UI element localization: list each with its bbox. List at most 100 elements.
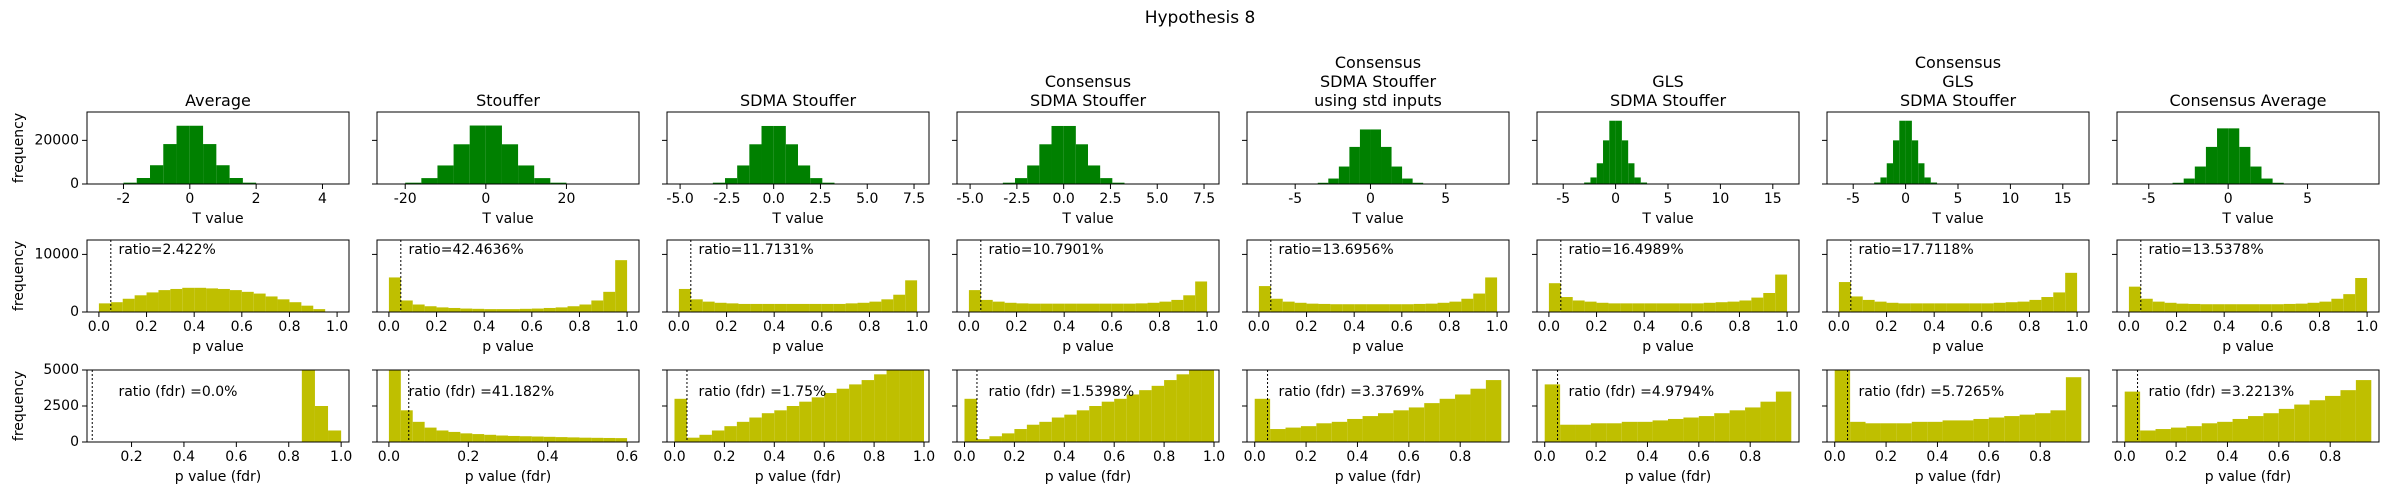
histogram-bar: [265, 296, 278, 312]
histogram-bar: [2232, 418, 2248, 442]
histogram-bar: [845, 303, 858, 312]
histogram-bar: [400, 300, 413, 312]
histogram-bar: [1366, 304, 1378, 312]
histogram-bar: [980, 299, 993, 312]
histogram-bar: [603, 437, 616, 442]
histogram-bar: [2172, 182, 2184, 184]
histogram-bar: [1318, 303, 1331, 312]
figure-title: Hypothesis 8: [1144, 8, 1256, 28]
histogram-bar: [1455, 394, 1471, 442]
x-tick-label: 0.8: [2029, 449, 2051, 465]
histogram-bar: [1715, 302, 1728, 312]
histogram-bar: [543, 436, 556, 442]
subplot-title: SDMA Stouffer: [739, 91, 857, 110]
histogram-bar: [1378, 413, 1394, 442]
histogram-bar: [421, 178, 438, 184]
histogram-bar: [1338, 166, 1350, 184]
histogram-bar: [1874, 301, 1887, 312]
histogram-bar: [911, 370, 925, 442]
x-tick-label: 0.8: [568, 319, 590, 335]
x-tick-label: -5.0: [956, 191, 983, 207]
x-axis-label: T value: [771, 211, 823, 227]
histogram-bar: [2152, 301, 2165, 312]
histogram-bar: [1862, 299, 1875, 312]
plot-area: [700, 125, 847, 184]
histogram-bar: [2128, 286, 2141, 312]
x-tick-label: 1.0: [1203, 449, 1225, 465]
axes-frame: [1246, 111, 1510, 185]
y-tick-label: 0: [70, 434, 79, 450]
x-tick-label: 0.0: [1248, 319, 1270, 335]
histogram-bar: [678, 288, 691, 312]
histogram-bar: [2186, 426, 2202, 442]
histogram-bar: [1656, 303, 1668, 312]
histogram-bar: [2239, 146, 2251, 184]
axes-frame: [376, 111, 640, 185]
histogram-bar: [1927, 421, 1943, 442]
x-tick-label: 2.5: [809, 191, 831, 207]
histogram-bar: [2217, 421, 2233, 442]
x-axis-label: p value: [192, 339, 244, 355]
histogram-bar: [328, 430, 342, 442]
x-axis-label: p value (fdr): [175, 469, 262, 485]
plot-area: [1577, 120, 1654, 184]
x-tick-label: 0.2: [457, 449, 479, 465]
histogram-bar: [555, 307, 568, 312]
subplot-title: Consensus SDMA Stouffer using std inputs: [1314, 53, 1442, 110]
axes-frame: [956, 111, 1220, 185]
histogram-bar: [1969, 303, 1982, 312]
histogram-bar: [1402, 178, 1413, 184]
histogram-bar: [484, 309, 497, 312]
histogram-bar: [1001, 433, 1015, 442]
histogram-bar: [170, 288, 183, 312]
histogram-bar: [2224, 304, 2237, 312]
x-tick-label: 0.0: [378, 449, 400, 465]
histogram-bar: [881, 299, 894, 312]
x-tick-label: 1.0: [330, 449, 352, 465]
histogram-bar: [1886, 302, 1899, 312]
histogram-bar: [1425, 303, 1438, 312]
histogram-bar: [761, 413, 775, 442]
histogram-bar: [424, 427, 437, 442]
histogram-bar: [301, 370, 315, 442]
histogram-bar: [861, 380, 875, 442]
histogram-bar: [277, 299, 290, 312]
histogram-bar: [550, 182, 567, 184]
x-tick-label: -5.0: [666, 191, 693, 207]
x-tick-label: 1.0: [616, 319, 638, 335]
y-tick-label: 20000: [34, 132, 79, 148]
histogram-bar: [1584, 301, 1597, 312]
histogram-bar: [886, 370, 900, 442]
histogram-bar: [714, 302, 727, 312]
histogram-bar: [1064, 414, 1077, 442]
histogram-bar: [1874, 182, 1881, 184]
x-tick-label: 1.0: [1486, 319, 1508, 335]
x-tick-label: 0.2: [2165, 449, 2187, 465]
histogram-bar: [1850, 296, 1863, 312]
x-tick-label: 2.5: [1099, 191, 1121, 207]
x-tick-label: 0.8: [2018, 319, 2040, 335]
x-tick-label: 7.5: [903, 191, 925, 207]
x-tick-label: 0.4: [1923, 319, 1945, 335]
histogram-bar: [229, 290, 242, 312]
histogram-bar: [1159, 301, 1172, 312]
x-tick-label: 0.2: [1003, 449, 1025, 465]
histogram-bar: [798, 303, 810, 312]
plot-area: [91, 370, 342, 442]
histogram-bar: [2200, 304, 2213, 312]
x-tick-label: 1.0: [1196, 319, 1218, 335]
histogram-bar: [1485, 277, 1498, 312]
histogram-bar: [1002, 182, 1016, 184]
axes-frame: [2116, 111, 2380, 185]
histogram-bar: [2053, 292, 2066, 312]
histogram-bar: [2283, 303, 2296, 312]
x-tick-label: 0.4: [763, 319, 785, 335]
x-tick-label: 0.0: [1053, 191, 1075, 207]
histogram-bar: [1076, 410, 1090, 442]
histogram-bar: [1485, 380, 1502, 442]
x-tick-label: 0.6: [2261, 319, 2283, 335]
histogram-bar: [1751, 297, 1764, 312]
plot-area: [110, 125, 270, 184]
histogram-bar: [1254, 398, 1271, 442]
